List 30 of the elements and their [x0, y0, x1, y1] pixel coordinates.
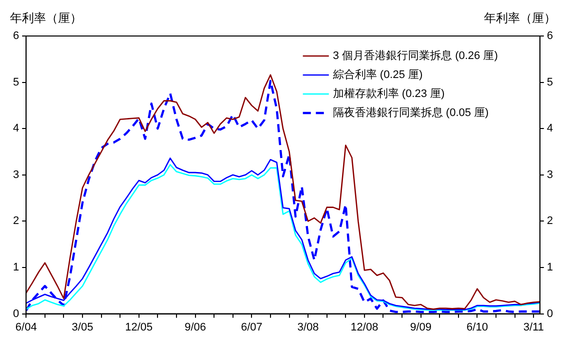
y2-tick-label: 5 [546, 76, 554, 88]
x-tick-label: 12/05 [125, 321, 153, 334]
y-tick-label: 4 [12, 122, 20, 135]
y2-tick-label: 0 [546, 308, 554, 320]
x-tick-label: 9/09 [410, 321, 432, 334]
x-tick-label: 9/06 [184, 321, 206, 334]
legend-label: 隔夜香港銀行同業拆息 (0.05 厘) [332, 106, 489, 120]
x-tick-label: 6/07 [240, 321, 262, 334]
y-tick-label: 0 [12, 308, 20, 320]
legend-label: 加權存款利率 (0.23 厘) [332, 87, 445, 100]
y-tick-label: 1 [12, 262, 20, 274]
x-tick-label: 6/04 [15, 321, 37, 334]
y-tick-label: 5 [12, 76, 20, 88]
y-axis-title: 年利率（厘） [10, 11, 82, 25]
y2-tick-label: 4 [546, 122, 554, 135]
x-tick-label: 3/11 [523, 321, 544, 334]
y-tick-label: 6 [12, 30, 20, 42]
x-tick-label: 3/05 [72, 321, 94, 334]
y-tick-label: 2 [12, 215, 20, 228]
y2-tick-label: 6 [546, 30, 554, 42]
legend-label: 3 個月香港銀行同業拆息 (0.26 厘) [332, 49, 498, 62]
legend-label: 綜合利率 (0.25 厘) [332, 68, 423, 82]
y2-tick-label: 3 [546, 168, 554, 181]
y2-tick-label: 2 [546, 215, 554, 228]
y2-tick-label: 1 [546, 262, 554, 274]
x-tick-label: 3/08 [297, 321, 319, 334]
x-tick-label: 12/08 [350, 321, 378, 334]
y-tick-label: 3 [12, 168, 20, 181]
x-tick-label: 6/10 [466, 321, 488, 334]
y2-axis-title: 年利率（厘） [484, 11, 556, 25]
